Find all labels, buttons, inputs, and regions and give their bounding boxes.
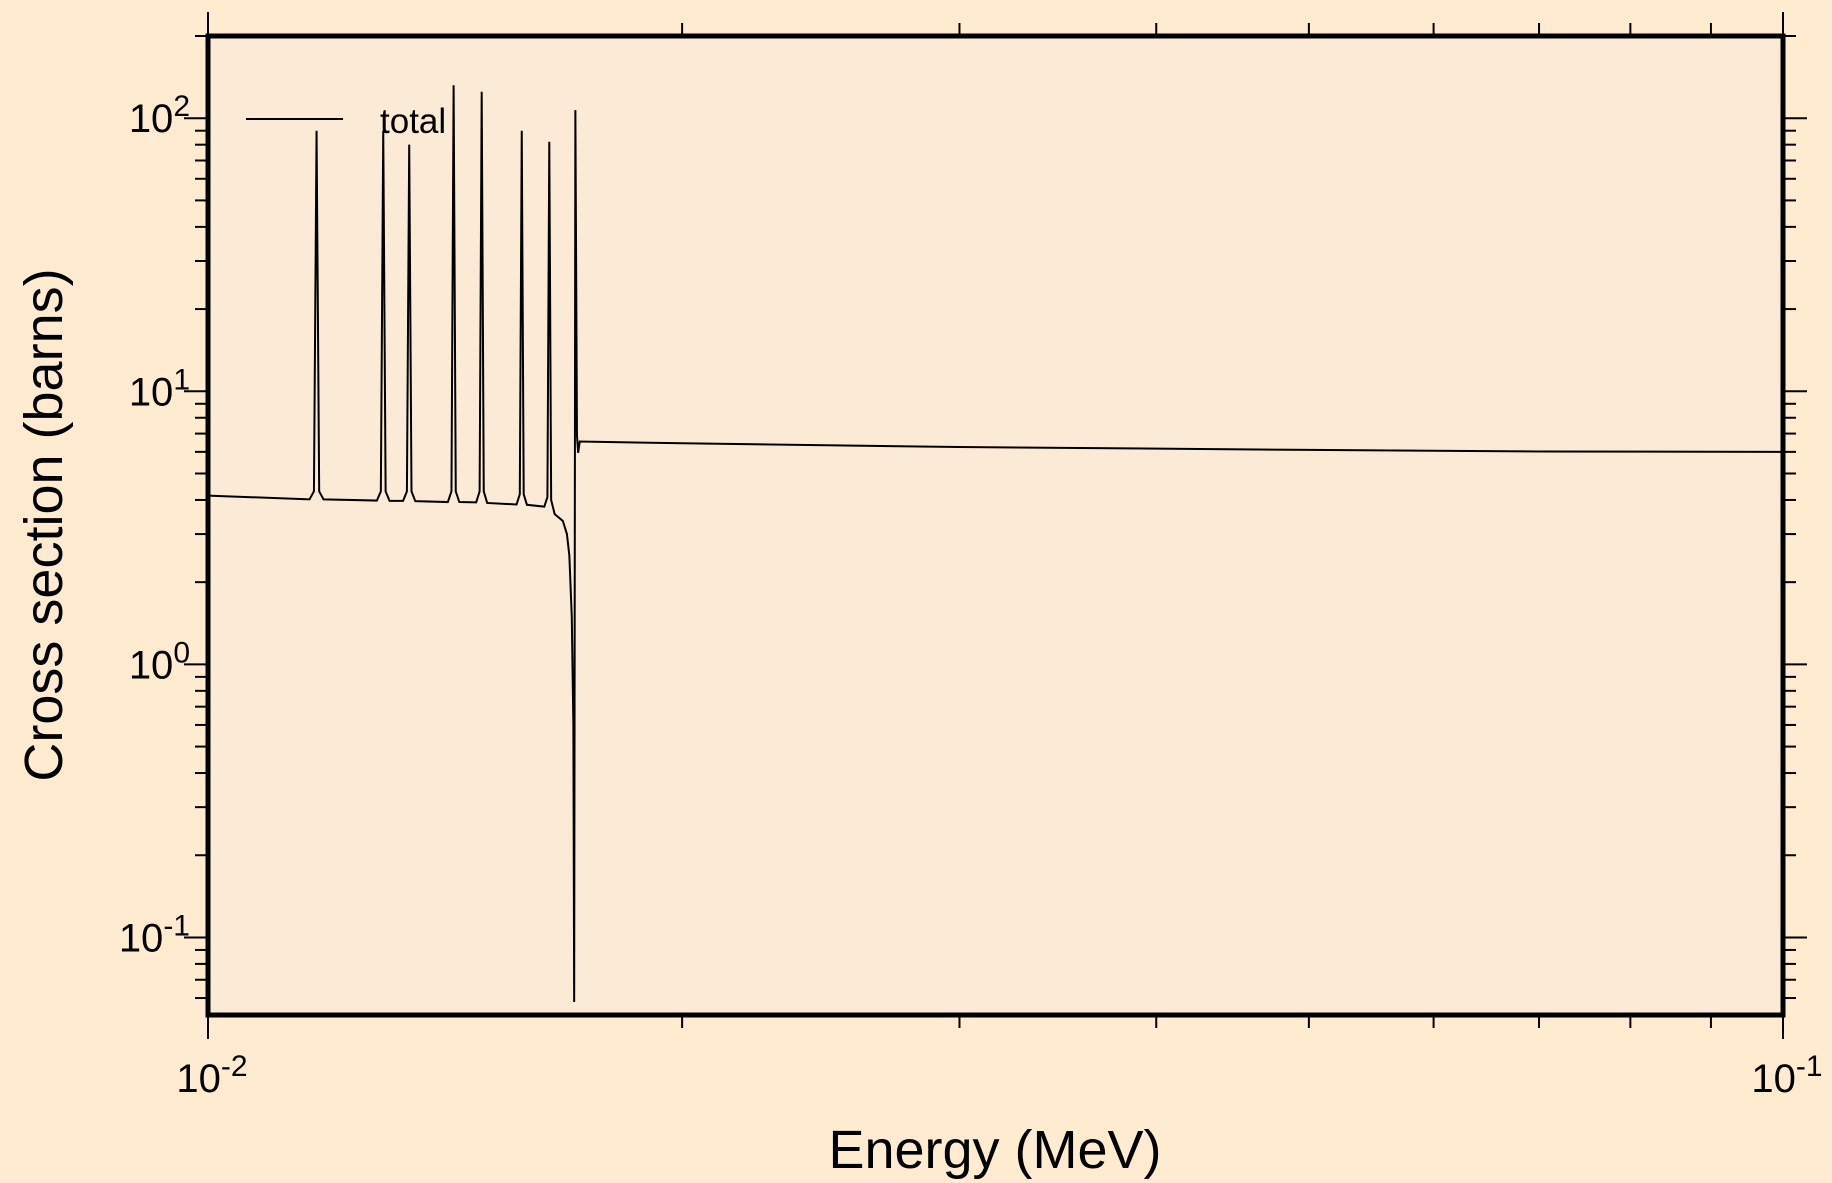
y-tick-label: 101 xyxy=(129,363,190,414)
y-tick-label: 100 xyxy=(129,636,190,687)
x-tick-label: 10-2 xyxy=(176,1050,247,1101)
legend-label: total xyxy=(380,102,446,141)
x-axis-label: Energy (MeV) xyxy=(828,1120,1161,1180)
y-tick-label: 10-1 xyxy=(119,909,190,960)
series-line-total xyxy=(207,85,1784,1003)
y-axis-label: Cross section (barns) xyxy=(14,268,74,781)
tick-labels: 10-2 10-1 10-1 100 101 102 xyxy=(119,90,1823,1101)
y-tick-label: 102 xyxy=(129,90,190,141)
plot-area xyxy=(208,36,1783,1015)
legend: total xyxy=(246,102,446,141)
plot-frame xyxy=(205,33,1786,1018)
x-tick-label: 10-1 xyxy=(1751,1050,1822,1101)
